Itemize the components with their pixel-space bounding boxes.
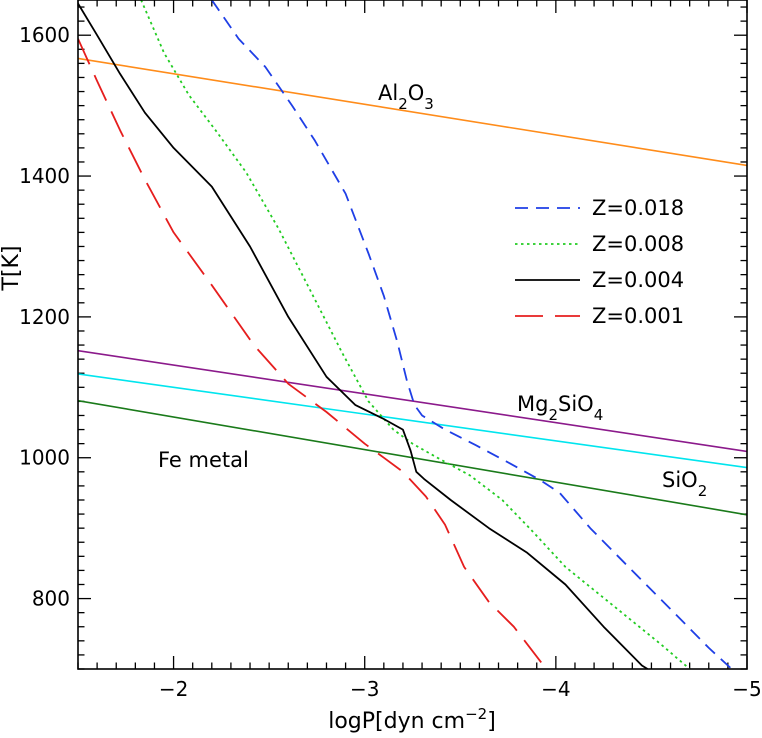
series-z-0-004-line [78,3,649,669]
sio2-label: SiO2 [662,468,707,500]
y-tick-label: 800 [32,587,70,611]
x-tick-label: −4 [541,677,570,701]
al2o3-label: Al2O3 [378,81,434,113]
plot-frame [77,0,748,670]
x-tick-label: −2 [159,677,188,701]
legend-label: Z=0.018 [592,196,684,220]
tick-labels: −2 −3 −4 −5 800 1000 1200 1400 1600 [19,23,762,701]
condensation-lines [78,57,747,516]
series-z-0-001-line [78,38,548,669]
fe-metal-label: Fe metal [158,448,249,472]
x-tick-label: −3 [350,677,379,701]
legend: Z=0.018 Z=0.008 Z=0.004 Z=0.001 [515,196,684,328]
x-axis-label: logP[dyn cm−2] [328,705,496,734]
series-z-0-018-line [211,0,733,669]
legend-label: Z=0.008 [592,232,684,256]
y-tick-label: 1000 [19,446,70,470]
y-tick-label: 1400 [19,164,70,188]
mg2sio4-condensation-line [78,349,747,453]
legend-label: Z=0.004 [592,268,684,292]
mg2sio4-label: Mg2SiO4 [517,392,603,424]
y-tick-label: 1200 [19,305,70,329]
annotations: Al2O3 Mg2SiO4 SiO2 Fe metal [158,81,707,500]
axes-ticks [77,0,748,670]
y-tick-label: 1600 [19,23,70,47]
temperature-profiles [78,0,733,669]
y-axis-label: T[K] [0,245,24,291]
cyan-condensation-line [78,373,747,469]
al2o3-condensation-line [78,57,747,167]
series-z-0-008-line [140,0,691,669]
legend-label: Z=0.001 [592,304,684,328]
x-tick-label: −5 [732,677,761,701]
